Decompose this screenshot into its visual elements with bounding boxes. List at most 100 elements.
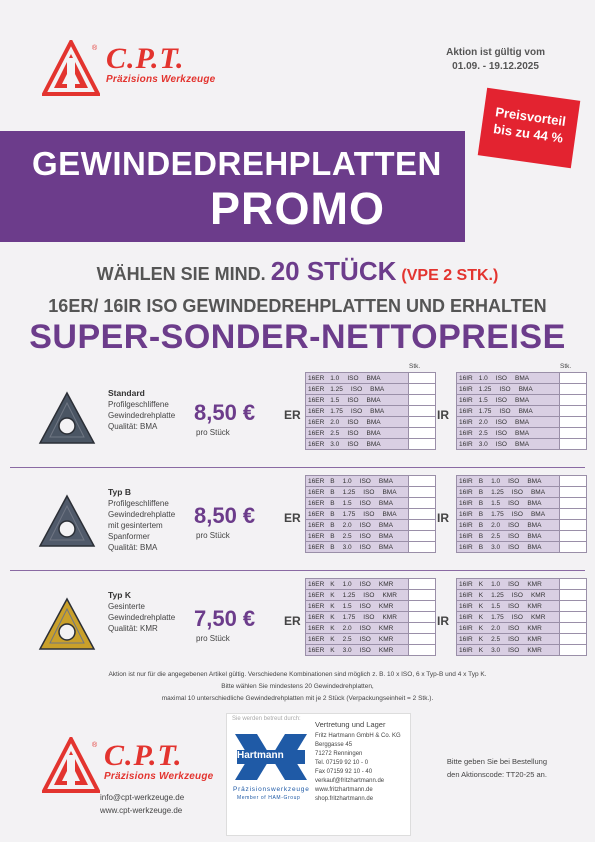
order-row: 16IR B 1.25 ISO BMA: [456, 486, 587, 498]
order-row: 16IR B 2.5 ISO BMA: [456, 530, 587, 542]
quantity-cell[interactable]: [408, 416, 436, 428]
article-code: 16ER K 2.5 ISO KMR: [305, 633, 409, 645]
order-row: 16ER B 1.75 ISO BMA: [305, 508, 436, 520]
quantity-cell[interactable]: [559, 578, 587, 590]
article-code-part: BMA: [366, 418, 381, 426]
quantity-cell[interactable]: [559, 541, 587, 553]
article-code-part: B: [478, 477, 484, 485]
headline-line2: 16ER/ 16IR ISO GEWINDEDREHPLATTEN UND ER…: [48, 296, 547, 316]
quantity-cell[interactable]: [408, 519, 436, 531]
quantity-cell[interactable]: [559, 372, 587, 384]
quantity-cell[interactable]: [408, 600, 436, 612]
product-2-desc-line: Gesinterte: [108, 602, 145, 611]
article-code-part: 1.25: [342, 591, 356, 599]
article-code-part: ISO: [508, 543, 520, 551]
quantity-cell[interactable]: [408, 644, 436, 656]
order-row: 16ER B 3.0 ISO BMA: [305, 541, 436, 553]
product-2-desc-line: Qualität: KMR: [108, 624, 158, 633]
order-row: 16ER 1.5 ISO BMA: [305, 394, 436, 406]
article-code-part: K: [478, 613, 484, 621]
quantity-cell[interactable]: [408, 383, 436, 395]
dealer-address-line: verkauf@fritzhartmann.de: [315, 778, 385, 784]
article-code: 16IR K 1.25 ISO KMR: [456, 589, 560, 601]
order-table-ir: 16IR B 1.0 ISO BMA 16IR B 1.25 ISO BMA 16IR B 1.5 ISO…: [456, 475, 587, 553]
quantity-cell[interactable]: [559, 644, 587, 656]
quantity-cell[interactable]: [408, 486, 436, 498]
quantity-cell[interactable]: [559, 600, 587, 612]
article-code-part: BMA: [366, 440, 381, 448]
quantity-cell[interactable]: [408, 475, 436, 487]
quantity-cell[interactable]: [559, 416, 587, 428]
quantity-cell[interactable]: [408, 622, 436, 634]
article-code-part: 16ER: [308, 646, 325, 654]
contact-email[interactable]: info@cpt-werkzeuge.de: [100, 793, 185, 802]
quantity-cell[interactable]: [408, 427, 436, 439]
quantity-cell[interactable]: [408, 611, 436, 623]
article-code: 16ER 3.0 ISO BMA: [305, 438, 409, 450]
article-code-part: 2.0: [342, 521, 352, 529]
article-code: 16IR K 1.0 ISO KMR: [456, 578, 560, 590]
product-2-per-unit: pro Stück: [196, 634, 230, 643]
quantity-cell[interactable]: [559, 383, 587, 395]
headline-line3: SUPER-SONDER-NETTOPREISE: [29, 318, 566, 356]
quantity-cell[interactable]: [559, 622, 587, 634]
article-code: 16ER K 2.0 ISO KMR: [305, 622, 409, 634]
quantity-cell[interactable]: [559, 438, 587, 450]
contact-web[interactable]: www.cpt-werkzeuge.de: [100, 806, 183, 815]
order-row: 16ER K 1.0 ISO KMR: [305, 578, 436, 590]
quantity-cell[interactable]: [408, 578, 436, 590]
quantity-cell[interactable]: [559, 633, 587, 645]
quantity-cell[interactable]: [559, 530, 587, 542]
product-2-price: 7,50 €: [194, 606, 256, 631]
brand-name: C.P.T.: [106, 42, 185, 75]
quantity-cell[interactable]: [408, 394, 436, 406]
product-1-desc-line: Gewindedrehplatte: [108, 510, 176, 519]
quantity-cell[interactable]: [408, 541, 436, 553]
product-1-per-unit: pro Stück: [196, 531, 230, 540]
article-code-part: K: [478, 602, 484, 610]
quantity-cell[interactable]: [408, 438, 436, 450]
quantity-cell[interactable]: [559, 427, 587, 439]
quantity-cell[interactable]: [408, 589, 436, 601]
article-code-part: 16ER: [308, 429, 325, 437]
article-code: 16IR K 2.5 ISO KMR: [456, 633, 560, 645]
quantity-cell[interactable]: [559, 589, 587, 601]
article-code-part: ISO: [499, 407, 511, 415]
brand-tagline-bottom: Präzisions Werkzeuge: [104, 771, 214, 782]
article-code-part: BMA: [514, 440, 530, 448]
product-2-desc-line: Gewindedrehplatte: [108, 613, 176, 622]
article-code: 16ER B 1.5 ISO BMA: [305, 497, 409, 509]
quantity-cell[interactable]: [408, 633, 436, 645]
quantity-cell[interactable]: [408, 405, 436, 417]
quantity-cell[interactable]: [559, 486, 587, 498]
quantity-cell[interactable]: [408, 497, 436, 509]
dealer-address-line: www.fritzhartmann.de: [315, 787, 373, 793]
article-code-part: 1.5: [330, 396, 340, 404]
quantity-cell[interactable]: [559, 394, 587, 406]
quantity-cell[interactable]: [559, 519, 587, 531]
svg-text:®: ®: [92, 741, 98, 749]
quantity-cell[interactable]: [408, 372, 436, 384]
quantity-cell[interactable]: [559, 508, 587, 520]
article-code-part: 16ER: [308, 580, 325, 588]
article-code: 16IR 2.0 ISO BMA: [456, 416, 560, 428]
article-code-part: KMR: [530, 591, 546, 599]
article-code-part: 16IR: [459, 396, 473, 404]
article-code-part: ISO: [359, 602, 371, 610]
order-row: 16IR K 2.0 ISO KMR: [456, 622, 587, 634]
quantity-cell[interactable]: [408, 508, 436, 520]
quantity-cell[interactable]: [559, 611, 587, 623]
quantity-cell[interactable]: [559, 475, 587, 487]
order-row: 16ER 2.5 ISO BMA: [305, 427, 436, 439]
article-code-part: 16IR: [459, 646, 473, 654]
product-1-name: Typ B: [108, 487, 131, 497]
article-code-part: 1.25: [342, 488, 356, 496]
article-code-part: 16IR: [459, 385, 473, 393]
quantity-cell[interactable]: [559, 405, 587, 417]
article-code-part: 2.5: [491, 635, 501, 643]
quantity-cell[interactable]: [559, 497, 587, 509]
stk-header: Stk.: [409, 363, 421, 370]
quantity-cell[interactable]: [408, 530, 436, 542]
article-code-part: BMA: [514, 374, 530, 382]
product-0-desc-line: Gewindedrehplatte: [108, 411, 176, 420]
